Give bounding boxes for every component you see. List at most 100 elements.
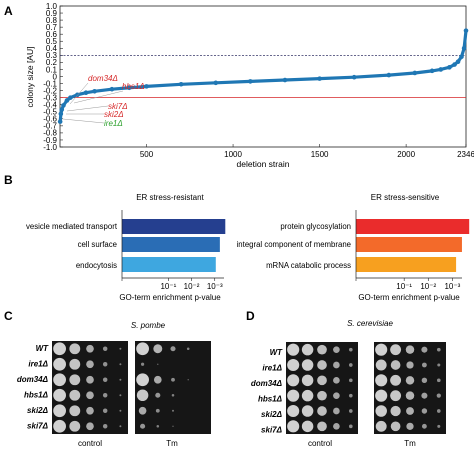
yeast-spot — [333, 423, 340, 430]
panel-d-condition-tm: Tm — [404, 439, 416, 448]
yeast-spot — [390, 344, 402, 356]
y-tick-label: 0.9 — [46, 9, 58, 18]
sensitive-category-1: protein glycosylation — [280, 222, 351, 231]
yeast-spot — [348, 378, 353, 383]
yeast-spot — [287, 420, 300, 433]
resistant-chart: ER stress-resistant vesicle mediated tra… — [26, 193, 226, 302]
yeast-spot — [301, 359, 314, 371]
yeast-spot — [53, 357, 66, 371]
yeast-spot — [53, 373, 66, 387]
yeast-spot — [301, 389, 314, 402]
strain-label: ski7Δ — [27, 422, 49, 431]
resistant-category-3: endocytosis — [76, 261, 117, 270]
y-tick-label: 0.1 — [46, 65, 58, 74]
annotation-ski2: ski2Δ — [104, 110, 124, 119]
y-tick-label: -0.8 — [43, 129, 57, 138]
yeast-spot — [69, 389, 81, 401]
yeast-spot — [437, 363, 441, 367]
strain-label: hbs1Δ — [24, 391, 49, 400]
yeast-spot — [171, 393, 175, 397]
panel-c-condition-control: control — [78, 439, 102, 448]
panel-d-label: D — [246, 309, 255, 323]
yeast-spot — [317, 421, 327, 432]
yeast-spot — [375, 389, 388, 402]
annotation-ski7: ski7Δ — [108, 102, 128, 111]
y-tick-label: -0.7 — [43, 122, 57, 131]
yeast-spot — [375, 359, 387, 371]
sensitive-category-3: mRNA catabolic process — [266, 261, 351, 270]
strain-label: WT — [36, 344, 50, 353]
x-tick-label: 10⁻² — [420, 282, 436, 291]
x-tick-label: 2000 — [397, 150, 415, 159]
panel-d-species: S. cerevisiae — [347, 319, 393, 328]
yeast-spot — [156, 424, 160, 428]
yeast-spot — [86, 422, 94, 431]
enrichment-bar — [122, 237, 220, 252]
yeast-spot — [138, 406, 147, 415]
strain-label: ire1Δ — [262, 364, 282, 373]
x-tick-label: 1000 — [224, 150, 242, 159]
y-tick-label: 1.0 — [46, 2, 58, 11]
x-tick-label: 10⁻¹ — [160, 282, 176, 291]
yeast-spot — [333, 407, 340, 415]
yeast-spot — [102, 346, 108, 351]
panel-a-label: A — [4, 4, 13, 18]
yeast-spot — [436, 393, 441, 398]
y-tick-label: -0.1 — [43, 79, 57, 88]
yeast-spot — [287, 358, 300, 372]
y-tick-label: 0.3 — [46, 51, 58, 60]
yeast-spot — [141, 362, 145, 366]
yeast-spot — [406, 361, 414, 369]
yeast-spot — [119, 425, 122, 428]
x-tick-label: 2346 — [457, 150, 474, 159]
x-tick-label: 10⁻² — [184, 282, 200, 291]
yeast-spot — [301, 374, 314, 387]
panel-c-strain-labels: WT ire1Δ dom34Δ hbs1Δ ski2Δ ski7Δ — [17, 344, 49, 431]
yeast-spot — [119, 378, 122, 381]
yeast-spot — [186, 347, 190, 351]
yeast-spot — [348, 363, 353, 367]
yeast-spot — [317, 344, 327, 355]
yeast-spot — [333, 361, 340, 369]
panel-a-chart: 1.00.90.80.70.60.50.40.30.20.10-0.1-0.2-… — [25, 2, 474, 169]
y-tick-label: -0.5 — [43, 108, 57, 117]
yeast-spot — [170, 346, 176, 352]
resistant-category-2: cell surface — [78, 240, 117, 249]
strain-label: hbs1Δ — [258, 395, 283, 404]
yeast-spot — [86, 375, 94, 384]
yeast-spot — [348, 409, 353, 413]
y-tick-label: -0.2 — [43, 86, 57, 95]
yeast-spot — [155, 392, 161, 398]
yeast-spot — [421, 423, 427, 429]
sorted-curve — [58, 29, 468, 124]
y-tick-label: 0.8 — [46, 16, 58, 25]
yeast-spot — [436, 378, 441, 383]
yeast-spot — [421, 377, 428, 384]
yeast-spot — [405, 345, 415, 354]
yeast-spot — [348, 424, 353, 429]
yeast-spot — [69, 405, 81, 417]
yeast-spot — [102, 362, 108, 367]
yeast-spot — [437, 424, 441, 428]
yeast-spot — [317, 360, 327, 370]
y-tick-label: 0.4 — [46, 44, 58, 53]
yeast-spot — [102, 377, 108, 382]
yeast-spot — [287, 374, 300, 387]
yeast-spot — [333, 392, 340, 399]
yeast-spot — [86, 391, 94, 400]
yeast-spot — [301, 343, 314, 356]
y-tick-label: -0.3 — [43, 93, 57, 102]
yeast-spot — [172, 409, 174, 412]
yeast-spot — [155, 408, 160, 413]
sensitive-xlabel: GO-term enrichment p-value — [358, 293, 460, 302]
yeast-spot — [171, 377, 175, 382]
enrichment-bar — [356, 257, 457, 272]
x-tick-label: 10⁻¹ — [396, 282, 412, 291]
yeast-spot — [86, 360, 94, 369]
enrichment-bar — [356, 219, 470, 234]
strain-label: ski7Δ — [261, 426, 283, 435]
yeast-spot — [436, 347, 441, 352]
panel-b-label: B — [4, 173, 13, 187]
x-tick-label: 1500 — [311, 150, 329, 159]
